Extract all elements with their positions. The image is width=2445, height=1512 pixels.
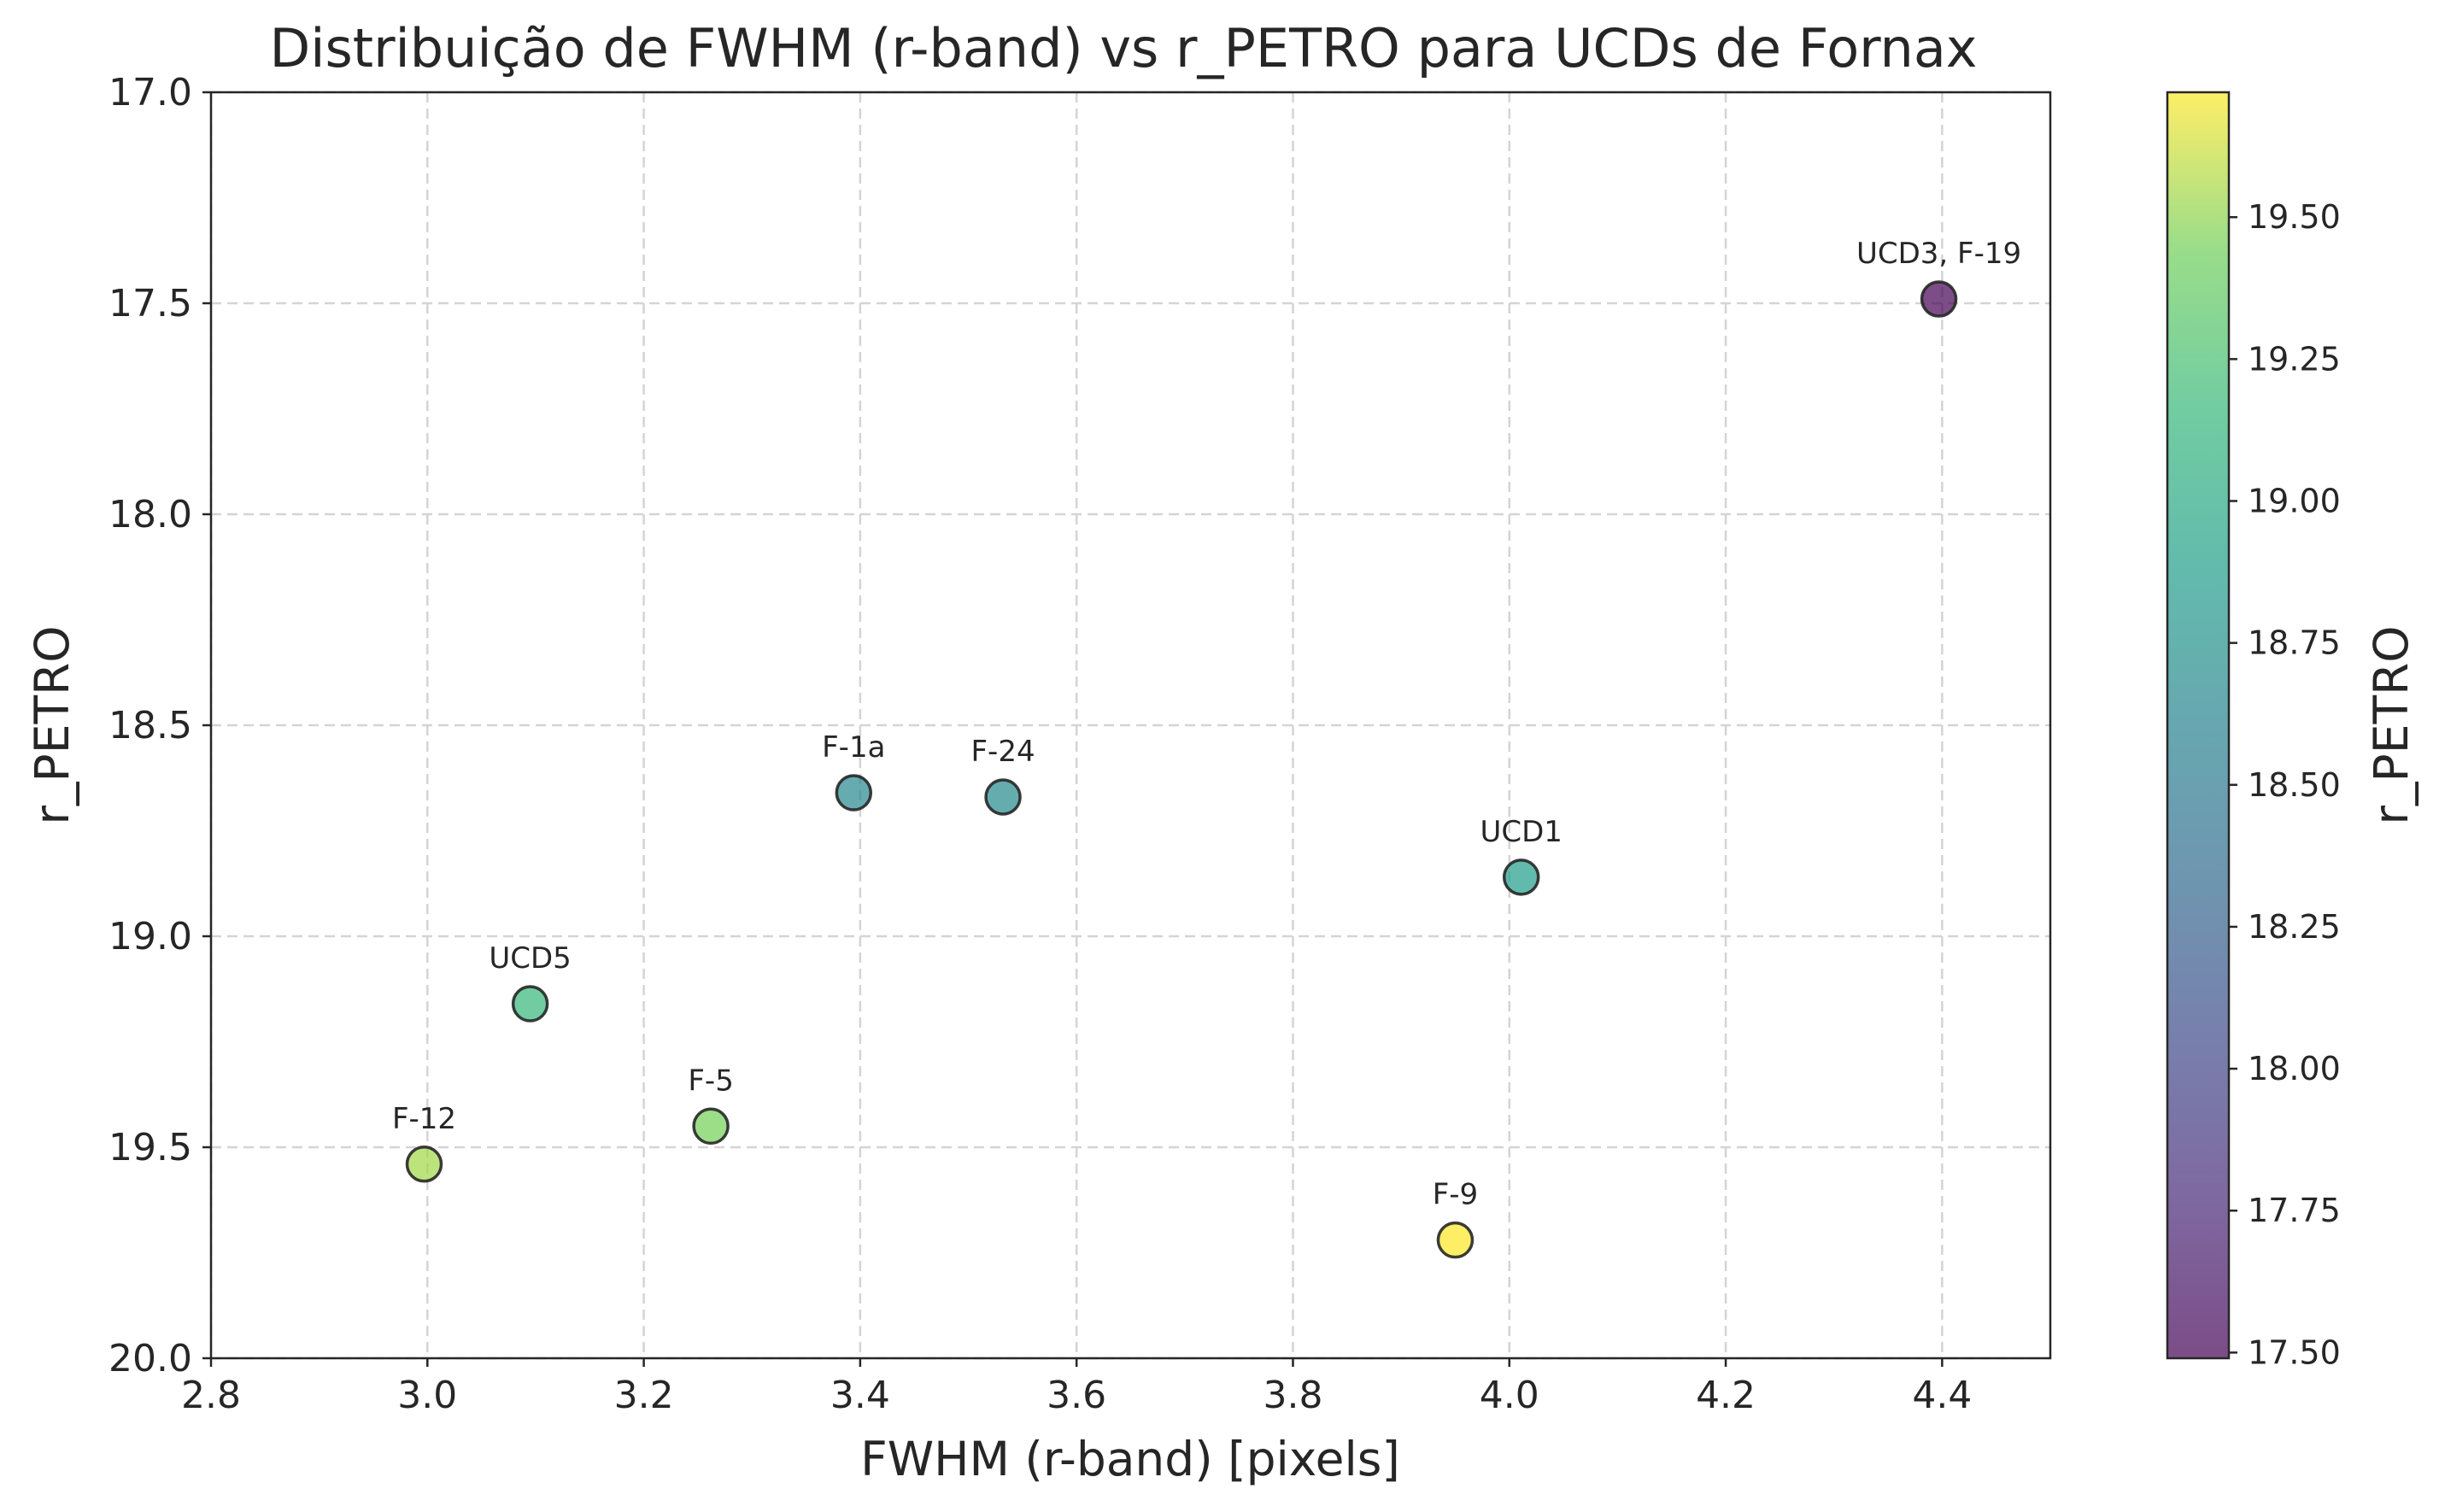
y-tick-label: 18.5 — [108, 704, 192, 747]
y-tick-label: 19.0 — [108, 915, 192, 958]
x-tick-label: 3.8 — [1263, 1374, 1322, 1417]
y-tick-label: 17.5 — [108, 282, 192, 325]
colorbar-tick-label: 18.00 — [2248, 1050, 2341, 1087]
data-point — [405, 1146, 443, 1183]
colorbar-label: r_PETRO — [2364, 625, 2419, 824]
data-point — [984, 778, 1022, 816]
colorbar-tick-label: 19.50 — [2248, 198, 2341, 236]
data-point — [511, 985, 549, 1023]
colorbar-tick-label: 17.75 — [2248, 1192, 2341, 1229]
colorbar-tick-label: 18.75 — [2248, 624, 2341, 662]
y-tick-label: 18.0 — [108, 493, 192, 536]
y-tick-label: 17.0 — [108, 71, 192, 114]
point-label: F-9 — [1433, 1178, 1478, 1212]
colorbar: 17.50 17.75 18.00 18.25 18.50 18.75 19.00 19.25… — [2166, 91, 2419, 1371]
y-axis: 17.0 17.5 18.0 18.5 19.0 19.5 20.0 — [108, 71, 211, 1380]
x-axis-label: FWHM (r-band) [pixels] — [860, 1432, 1400, 1486]
x-tick-label: 3.4 — [830, 1374, 890, 1417]
point-label: F-24 — [971, 735, 1035, 769]
y-tick-label: 19.5 — [108, 1126, 192, 1169]
colorbar-tick-label: 18.50 — [2248, 766, 2341, 804]
y-axis-label: r_PETRO — [25, 625, 79, 824]
point-label: UCD5 — [489, 941, 571, 976]
chart-title: Distribuição de FWHM (r-band) vs r_PETRO… — [269, 17, 1977, 79]
data-labels: UCD3, F-19 F-1a F-24 UCD1 UCD5 F-5 F-12 F-9 — [392, 237, 2021, 1212]
x-axis: 2.8 3.0 3.2 3.4 3.6 3.8 4.0 4.2 4.4 — [181, 1358, 1972, 1417]
point-label: UCD1 — [1480, 815, 1562, 849]
data-point — [1502, 859, 1540, 896]
colorbar-tick-label: 17.50 — [2248, 1333, 2341, 1371]
colorbar-frame — [2166, 91, 2231, 1360]
y-tick-label: 20.0 — [108, 1337, 192, 1380]
x-tick-label: 2.8 — [181, 1374, 241, 1417]
colorbar-tick-label: 19.25 — [2248, 340, 2341, 378]
data-point — [1920, 280, 1958, 318]
x-tick-label: 4.0 — [1480, 1374, 1539, 1417]
colorbar-tick-label: 18.25 — [2248, 908, 2341, 946]
point-label: F-5 — [688, 1064, 733, 1098]
point-label: F-1a — [822, 730, 885, 765]
x-tick-label: 3.2 — [614, 1374, 674, 1417]
data-point — [692, 1107, 730, 1146]
data-point — [835, 774, 873, 812]
x-tick-label: 3.0 — [397, 1374, 457, 1417]
data-points — [405, 280, 1958, 1259]
point-label: UCD3, F-19 — [1856, 237, 2021, 271]
colorbar-gradient — [2167, 92, 2229, 1358]
point-label: F-12 — [392, 1102, 456, 1136]
grid-lines — [209, 91, 2050, 1360]
x-tick-label: 4.2 — [1696, 1374, 1756, 1417]
x-tick-label: 3.6 — [1047, 1374, 1106, 1417]
colorbar-ticks: 17.50 17.75 18.00 18.25 18.50 18.75 19.00 19.25… — [2229, 198, 2341, 1371]
x-tick-label: 4.4 — [1912, 1374, 1972, 1417]
data-point — [1436, 1221, 1475, 1259]
colorbar-tick-label: 19.00 — [2248, 482, 2341, 519]
